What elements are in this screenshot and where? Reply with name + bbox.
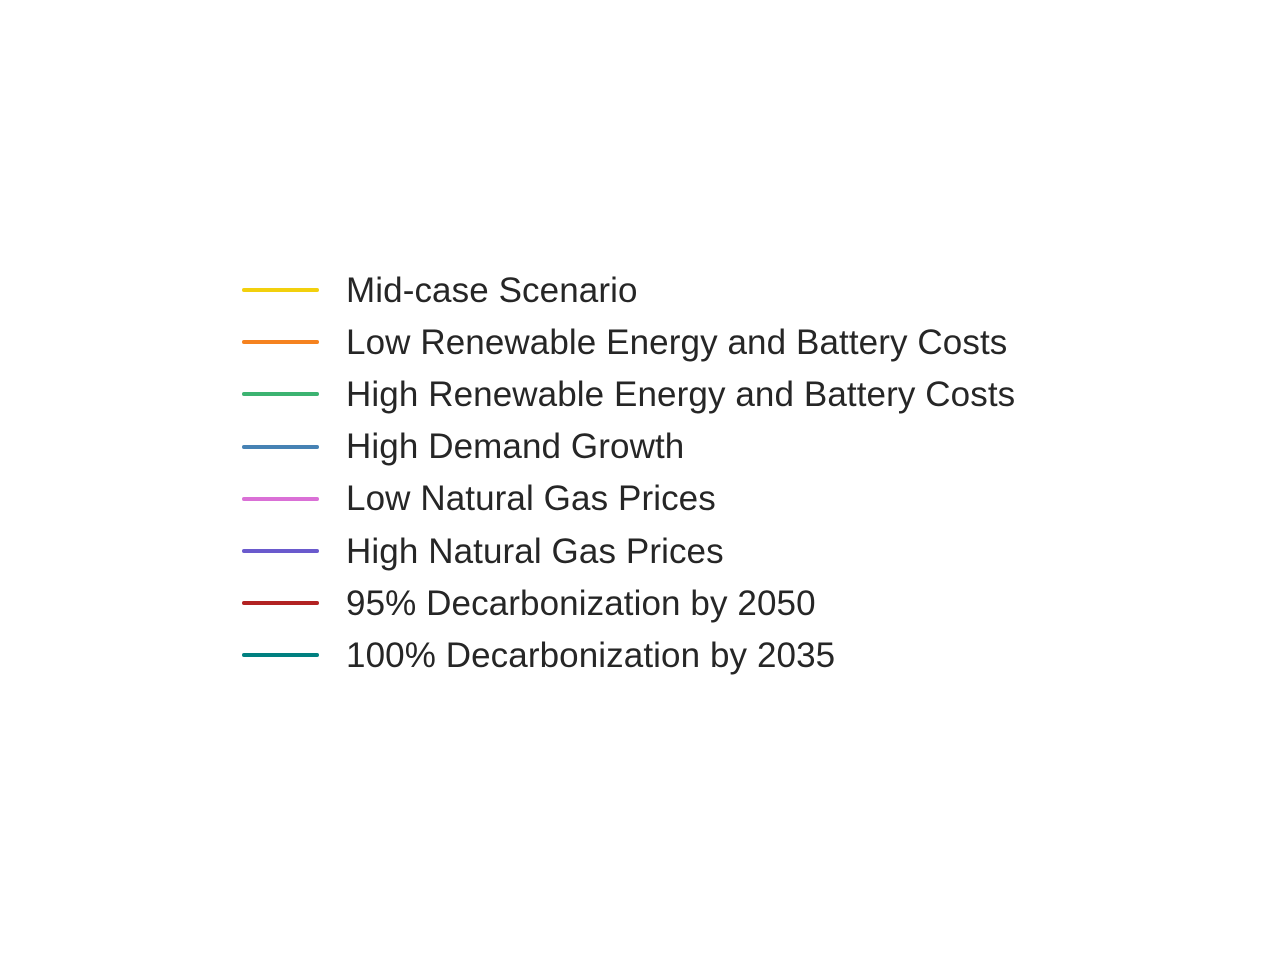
legend-swatch-high-gas-prices bbox=[242, 549, 319, 554]
legend-label-95-decarbonization-2050: 95% Decarbonization by 2050 bbox=[346, 583, 816, 623]
legend-swatch-low-gas-prices bbox=[242, 496, 319, 501]
legend-label-100-decarbonization-2035: 100% Decarbonization by 2035 bbox=[346, 635, 836, 675]
legend-swatch-mid-case bbox=[242, 288, 319, 293]
legend-item-low-gas-prices: Low Natural Gas Prices bbox=[242, 473, 1015, 525]
legend-label-low-gas-prices: Low Natural Gas Prices bbox=[346, 479, 716, 519]
legend-label-high-renewable-costs: High Renewable Energy and Battery Costs bbox=[346, 374, 1016, 414]
legend-item-100-decarbonization-2035: 100% Decarbonization by 2035 bbox=[242, 629, 1015, 681]
legend-item-95-decarbonization-2050: 95% Decarbonization by 2050 bbox=[242, 577, 1015, 629]
legend-item-low-renewable-costs: Low Renewable Energy and Battery Costs bbox=[242, 316, 1015, 368]
legend-swatch-low-renewable-costs bbox=[242, 340, 319, 345]
legend-swatch-95-decarbonization-2050 bbox=[242, 601, 319, 606]
legend-item-high-gas-prices: High Natural Gas Prices bbox=[242, 525, 1015, 577]
legend-label-high-demand-growth: High Demand Growth bbox=[346, 427, 685, 467]
legend-swatch-high-renewable-costs bbox=[242, 392, 319, 397]
legend-item-high-demand-growth: High Demand Growth bbox=[242, 421, 1015, 473]
legend-item-high-renewable-costs: High Renewable Energy and Battery Costs bbox=[242, 368, 1015, 420]
legend-item-mid-case: Mid-case Scenario bbox=[242, 264, 1015, 316]
legend-label-low-renewable-costs: Low Renewable Energy and Battery Costs bbox=[346, 322, 1008, 362]
legend-swatch-100-decarbonization-2035 bbox=[242, 653, 319, 658]
legend-label-mid-case: Mid-case Scenario bbox=[346, 270, 638, 310]
chart-legend: Mid-case Scenario Low Renewable Energy a… bbox=[242, 264, 1015, 682]
legend-label-high-gas-prices: High Natural Gas Prices bbox=[346, 531, 724, 571]
legend-swatch-high-demand-growth bbox=[242, 444, 319, 449]
